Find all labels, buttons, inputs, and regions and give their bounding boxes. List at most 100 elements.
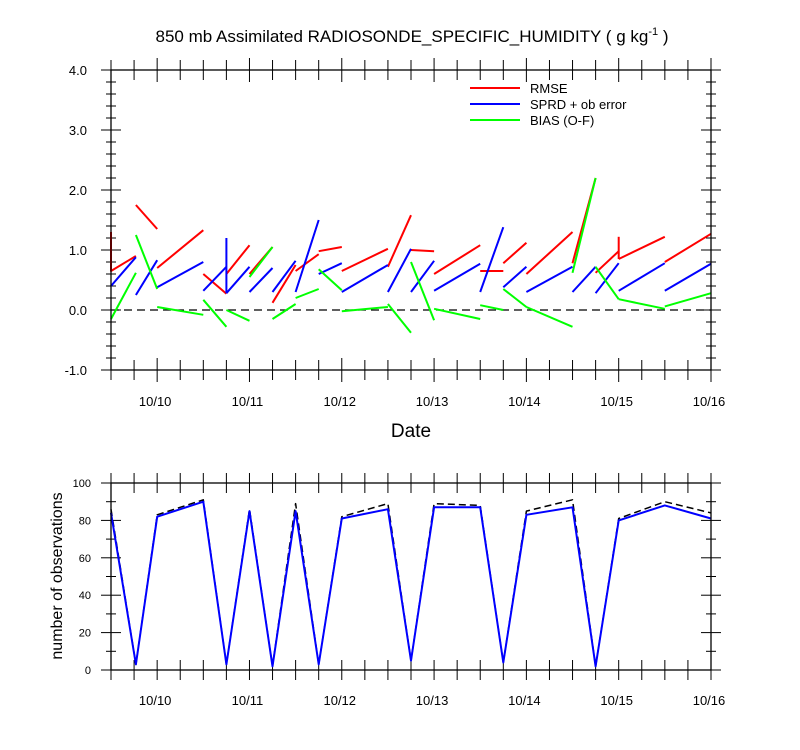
top-y-tick-label: 4.0: [69, 63, 87, 78]
series-line-segment: [110, 256, 137, 287]
series-line-segment: [135, 204, 158, 230]
legend-label: BIAS (O-F): [530, 113, 594, 128]
series-line-segment: [295, 253, 320, 272]
bottom-y-tick-label: 60: [79, 553, 91, 565]
series-line-segment: [664, 292, 712, 308]
series-line-segment: [202, 266, 228, 292]
bottom-y-tick-label: 20: [79, 628, 91, 640]
series-line-segment: [387, 248, 412, 293]
series-line-segment: [502, 266, 528, 288]
series-line-segment: [134, 234, 159, 290]
series-line-segment: [502, 288, 528, 308]
series-line-segment: [664, 262, 712, 292]
series-line-segment: [341, 306, 388, 313]
legend-label: RMSE: [530, 81, 568, 96]
series-line-segment: [571, 177, 597, 274]
series-line-segment: [525, 265, 573, 293]
series-line-segment: [664, 232, 712, 263]
series-line-segment: [479, 304, 504, 311]
series-line-segment: [295, 288, 320, 299]
series-line-segment: [571, 266, 597, 293]
series-line-segment: [594, 262, 620, 294]
series-line-segment: [341, 247, 389, 272]
series-sprd-ob-error: [110, 219, 712, 296]
top-y-tick-labels: -1.0 0.0 1.0 2.0 3.0 4.0: [65, 63, 87, 378]
series-line-segment: [386, 214, 412, 268]
series-line-segment: [135, 259, 159, 296]
series-line-segment: [594, 266, 620, 300]
bottom-y-tick-label: 100: [73, 478, 91, 490]
series-observations-used: [110, 500, 712, 668]
top-y-tick-label: 3.0: [69, 123, 87, 138]
bottom-y-tick-label: 80: [79, 515, 91, 527]
top-chart-title-main: 850 mb Assimilated RADIOSONDE_SPECIFIC_H…: [156, 27, 649, 46]
top-chart-title-exponent: -1: [648, 26, 658, 38]
top-x-tick-label: 10/11: [232, 394, 264, 409]
series-possible-observations: [110, 499, 712, 668]
bottom-y-tick-label: 40: [79, 590, 91, 602]
series-line-segment: [618, 298, 666, 310]
bottom-y-tick-labels: 0 20 40 60 80 100: [73, 478, 91, 677]
top-x-tick-label: 10/12: [323, 394, 356, 409]
top-x-tick-label: 10/16: [693, 394, 726, 409]
top-chart-title-close: ): [658, 27, 668, 46]
series-line-segment: [271, 264, 297, 304]
series-line-segment: [202, 299, 228, 328]
bottom-x-tick-label: 10/10: [139, 693, 172, 708]
top-x-tick-label: 10/10: [139, 394, 172, 409]
bottom-ticks: [101, 473, 721, 680]
series-line-segment: [271, 260, 297, 293]
series-line-segment: [110, 272, 137, 320]
top-y-tick-label: -1.0: [65, 363, 87, 378]
series-line-segment: [248, 246, 274, 278]
bottom-x-tick-label: 10/15: [600, 693, 633, 708]
bottom-plot-frame: [110, 482, 712, 671]
series-line-segment: [410, 261, 436, 321]
series-line-segment: [618, 235, 666, 260]
bottom-y-tick-label: 0: [85, 665, 91, 677]
bottom-x-tick-label: 10/12: [323, 693, 356, 708]
series-line-segment: [341, 264, 389, 293]
bottom-x-tick-label: 10/16: [693, 693, 726, 708]
top-series-group: [110, 177, 712, 334]
series-line-segment: [410, 249, 435, 253]
series-line-segment: [410, 260, 435, 293]
top-x-axis-label: Date: [391, 421, 431, 442]
series-line-segment: [248, 267, 274, 293]
series-line-segment: [433, 307, 481, 320]
series-line-segment: [433, 262, 481, 292]
series-line-segment: [271, 303, 297, 320]
series-line-segment: [525, 231, 574, 275]
bottom-x-tick-label: 10/14: [508, 693, 541, 708]
top-ticks: [101, 58, 721, 382]
series-line-segment: [433, 244, 481, 275]
series-line-segment: [479, 226, 505, 293]
series-line-segment: [156, 229, 204, 269]
bottom-x-tick-label: 10/13: [416, 693, 449, 708]
series-line-segment: [157, 306, 204, 316]
top-x-tick-label: 10/14: [508, 394, 541, 409]
series-rmse: [110, 177, 712, 304]
series-line-segment: [387, 303, 412, 334]
series-line-segment: [526, 306, 573, 328]
bottom-series-group: [110, 499, 712, 668]
series-line-segment: [225, 309, 250, 322]
top-y-tick-label: 1.0: [69, 243, 87, 258]
top-chart-title: 850 mb Assimilated RADIOSONDE_SPECIFIC_H…: [156, 26, 669, 46]
series-line-segment: [202, 273, 228, 295]
series-line-segment: [156, 261, 204, 289]
series-line-segment: [294, 219, 320, 293]
series-line-segment: [502, 242, 528, 264]
top-y-tick-label: 0.0: [69, 303, 87, 318]
series-bias-o-f-: [110, 177, 712, 334]
series-line-segment: [594, 250, 620, 274]
bottom-x-tick-label: 10/11: [232, 693, 264, 708]
series-line-segment: [318, 268, 343, 291]
top-x-tick-label: 10/15: [600, 394, 633, 409]
bottom-y-axis-label: number of observations: [49, 492, 66, 659]
top-y-tick-label: 2.0: [69, 183, 87, 198]
series-line-segment: [225, 244, 251, 275]
top-x-tick-label: 10/13: [416, 394, 449, 409]
